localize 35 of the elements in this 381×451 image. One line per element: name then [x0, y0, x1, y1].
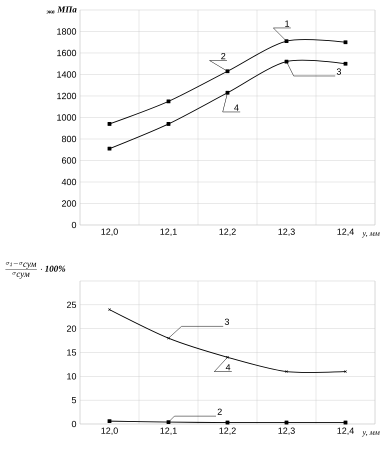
- y-tick-label: 10: [67, 373, 76, 380]
- annotation: 2: [221, 52, 226, 60]
- y-axis-title: $\frac{\sigma_{\mathit{1}}-\sigma_{\mbox{\itshape сум}}}{\sigma_{\mbox{\itshape сум}}}\cdot\mbox{\bfseries\itshape 100\%}$: [5, 262, 66, 279]
- y-tick-label: 20: [66, 325, 76, 332]
- y-tick-label: 1800: [57, 28, 76, 35]
- x-tick-label: 12,3: [278, 428, 295, 435]
- x-tick-label: 12,1: [160, 428, 177, 435]
- y-tick-label: 600: [62, 157, 76, 164]
- x-tick-label: 12,0: [101, 228, 118, 236]
- y-tick-label: 400: [62, 178, 76, 186]
- y-axis-title: $_{экв}$ МПа: [46, 6, 77, 14]
- y-tick-label: 1200: [57, 92, 76, 100]
- x-tick-label: 12,3: [278, 228, 295, 236]
- y-tick-label: 200: [62, 200, 76, 207]
- annotation: 4: [226, 364, 230, 370]
- x-tick-label: 12,4: [337, 228, 354, 236]
- y-tick-label: 1400: [57, 71, 76, 78]
- annotation: 2: [218, 408, 222, 415]
- annotation: 3: [224, 318, 230, 325]
- y-tick-label: 0: [72, 420, 76, 428]
- annotation: 1: [285, 20, 290, 27]
- annotation: 4: [234, 104, 239, 111]
- x-tick-label: 12,4: [337, 428, 354, 435]
- y-tick-label: 1000: [57, 114, 76, 121]
- x-tick-label: 12,2: [219, 428, 236, 435]
- x-tick-label: 12,0: [101, 428, 118, 435]
- y-tick-label: 5: [72, 397, 76, 404]
- y-tick-label: 25: [66, 302, 76, 308]
- x-tick-label: 12,1: [160, 228, 177, 236]
- annotation: 3: [336, 68, 342, 75]
- y-tick-label: 15: [67, 349, 76, 356]
- x-tick-label: 12,2: [219, 228, 236, 236]
- y-tick-label: 1600: [57, 50, 76, 56]
- y-tick-label: 800: [62, 136, 76, 142]
- y-tick-label: 0: [72, 222, 76, 228]
